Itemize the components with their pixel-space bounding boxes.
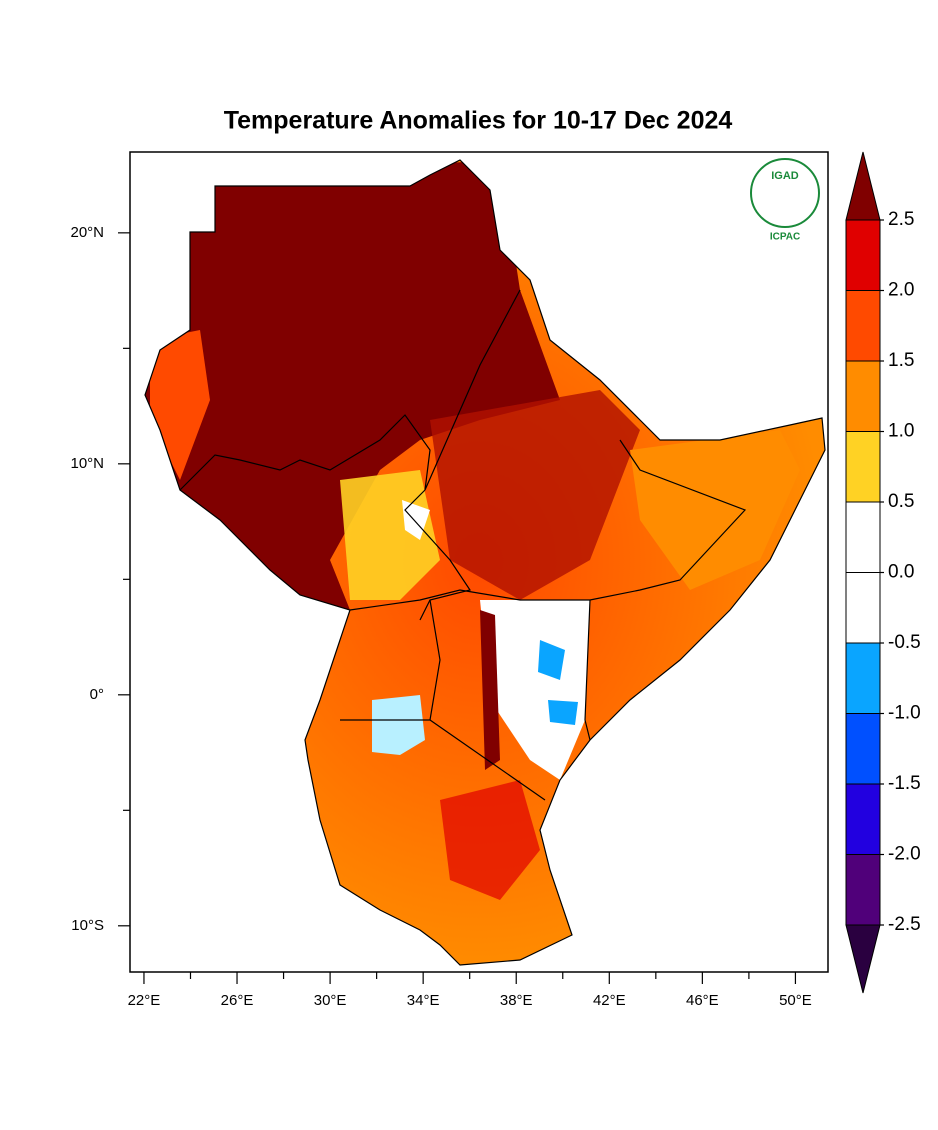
colorbar-label: -2.5: [888, 914, 921, 935]
colorbar-box: [845, 854, 881, 926]
x-tick-label: 50°E: [779, 992, 812, 1009]
y-tick-label: 10°N: [70, 455, 104, 472]
x-tick-label: 22°E: [128, 992, 161, 1009]
colorbar-label: -0.5: [888, 632, 921, 653]
x-tick-label: 26°E: [221, 992, 254, 1009]
colorbar-box: [845, 713, 881, 785]
colorbar-label: 0.5: [888, 491, 914, 512]
colorbar-box: [845, 219, 881, 291]
colorbar-label: -1.0: [888, 703, 921, 724]
logo-org: ICPAC: [770, 232, 800, 243]
colorbar-label: -2.0: [888, 844, 921, 865]
colorbar-label: 2.5: [888, 209, 914, 230]
colorbar-label: -1.5: [888, 773, 921, 794]
colorbar-extend-low: [845, 924, 881, 994]
map-title: Temperature Anomalies for 10-17 Dec 2024: [224, 107, 733, 135]
colorbar-extend-high: [845, 151, 881, 221]
colorbar-box: [845, 501, 881, 573]
x-tick-label: 30°E: [314, 992, 347, 1009]
colorbar-box: [845, 431, 881, 503]
x-tick-label: 38°E: [500, 992, 533, 1009]
colorbar-box: [845, 642, 881, 714]
logo: IGAD ICPAC: [750, 158, 820, 243]
colorbar-label: 0.0: [888, 562, 914, 583]
logo-emblem: [750, 158, 820, 228]
y-tick-label: 0°: [90, 686, 104, 703]
y-tick-label: 10°S: [71, 917, 104, 934]
colorbar-box: [845, 360, 881, 432]
x-tick-label: 34°E: [407, 992, 440, 1009]
colorbar-label: 2.0: [888, 280, 914, 301]
colorbar-label: 1.5: [888, 350, 914, 371]
x-tick-label: 42°E: [593, 992, 626, 1009]
colorbar-box: [845, 783, 881, 855]
colorbar-label: 1.0: [888, 421, 914, 442]
country-borders: [144, 159, 826, 966]
logo-name: IGAD: [771, 170, 799, 182]
colorbar-box: [845, 572, 881, 644]
colorbar-box: [845, 290, 881, 362]
x-tick-label: 46°E: [686, 992, 719, 1009]
y-tick-label: 20°N: [70, 224, 104, 241]
